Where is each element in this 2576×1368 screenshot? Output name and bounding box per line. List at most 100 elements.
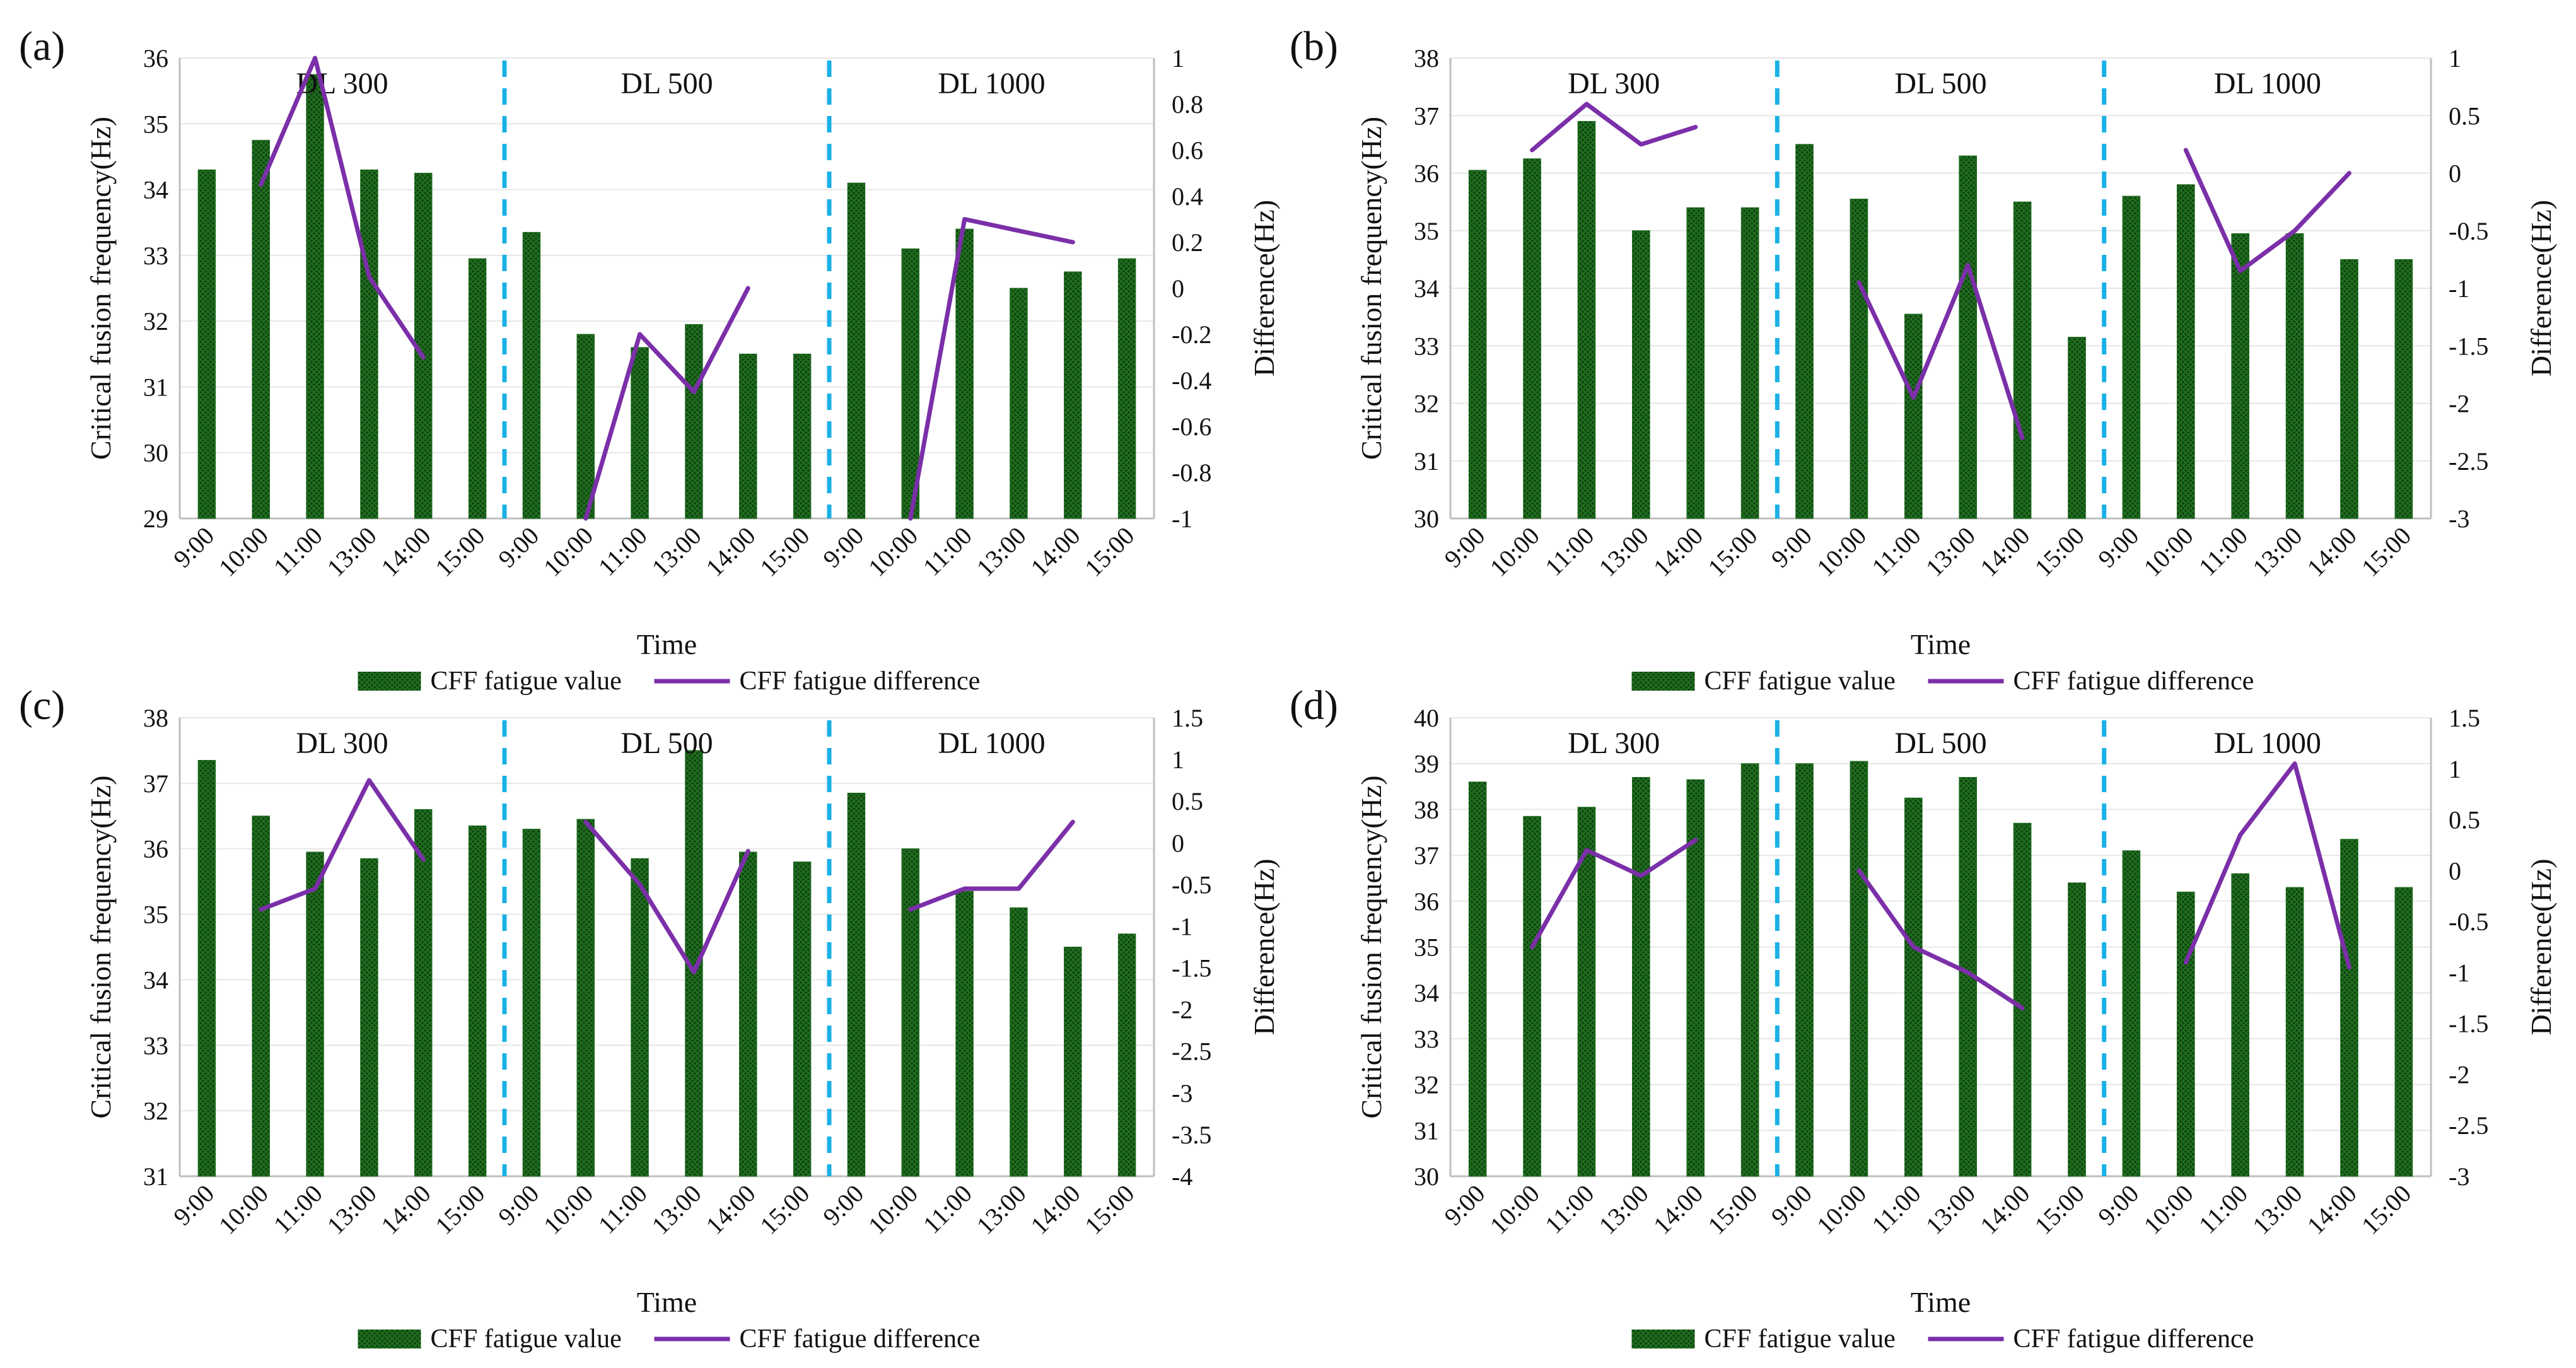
x-tick-label: 10:00 [863, 1179, 923, 1240]
legend-line-label: CFF fatigue difference [2014, 667, 2254, 696]
y2-tick-label: 0.8 [1172, 90, 1203, 119]
y-tick-label: 35 [143, 110, 168, 138]
bar [1064, 271, 1082, 519]
bar [2394, 259, 2413, 519]
difference-series-line [908, 819, 1075, 912]
x-tick-label: 9:00 [817, 522, 869, 573]
x-axis-title: Time [637, 1286, 697, 1318]
x-tick-label: 13:00 [322, 522, 382, 582]
x-tick-label: 10:00 [2138, 1179, 2198, 1240]
bar [2394, 887, 2413, 1177]
x-tick-label: 15:00 [429, 1179, 490, 1240]
y-tick-label: 39 [1414, 750, 1439, 778]
y-tick-label: 36 [1414, 160, 1439, 188]
x-tick-label: 14:00 [1025, 522, 1085, 582]
bar [576, 819, 595, 1177]
x-tick-label: 9:00 [168, 522, 219, 573]
legend: CFF fatigue value CFF fatigue difference [1631, 1324, 2254, 1353]
bar [1577, 807, 1596, 1177]
y2-tick-label: -2 [1172, 996, 1192, 1024]
y-axis-title: Critical fusion frequency(Hz) [1355, 775, 1387, 1118]
x-tick-label: 13:00 [1920, 522, 1981, 582]
bar [1010, 907, 1028, 1177]
x-tick-label: 9:00 [1766, 1179, 1817, 1231]
x-axis-title: Time [1911, 628, 1971, 660]
x-tick-label: 9:00 [2092, 1179, 2144, 1231]
bar [1577, 120, 1596, 519]
bar [793, 861, 812, 1177]
bar [522, 829, 541, 1177]
x-tick-label: 11:00 [268, 522, 328, 582]
panels-container: (a) 29 30 31 32 33 34 35 36 -1 -0.8 -0.6 -0.4 -0.2 0 0.… [19, 23, 2557, 1353]
chart-panel: (b) 30 31 32 33 34 35 36 37 38 -3 -2.5 -2 -1.5 -1 -0.5 0… [1290, 23, 2557, 696]
bar [1064, 947, 1082, 1177]
x-tick-label: 15:00 [754, 522, 815, 582]
bar [2013, 822, 2032, 1177]
bar [576, 334, 595, 519]
x-tick-label: 15:00 [1079, 522, 1139, 582]
y2-tick-label: -3.5 [1172, 1121, 1211, 1149]
bar [1740, 763, 1759, 1177]
y-tick-label: 36 [143, 835, 168, 863]
bar [252, 816, 270, 1177]
x-tick-label: 14:00 [1974, 522, 2035, 582]
x-tick-label: 10:00 [1484, 1179, 1545, 1240]
y-tick-label: 40 [1414, 704, 1439, 732]
x-tick-label: 13:00 [646, 522, 707, 582]
bar [1117, 258, 1136, 519]
bar [685, 324, 703, 519]
x-tick-label: 15:00 [1079, 1179, 1139, 1240]
y2-tick-label: -1 [2449, 959, 2469, 987]
x-tick-label: 15:00 [429, 522, 490, 582]
bar [1523, 158, 1541, 519]
bar [739, 353, 757, 519]
difference-series-line [259, 56, 426, 360]
panel-label: (b) [1290, 23, 1338, 69]
y-tick-label: 38 [1414, 44, 1439, 73]
x-tick-label: 11:00 [918, 522, 977, 582]
x-tick-label: 14:00 [375, 522, 436, 582]
y2-tick-label: -3 [2449, 1162, 2469, 1191]
legend-line-label: CFF fatigue difference [2014, 1324, 2254, 1353]
y-tick-label: 38 [143, 704, 168, 732]
panel-label: (d) [1290, 682, 1338, 728]
x-tick-label: 13:00 [2247, 1179, 2307, 1240]
bar [1850, 761, 1868, 1177]
x-tick-label: 11:00 [593, 1179, 653, 1239]
bar [1468, 781, 1487, 1177]
x-tick-label: 10:00 [538, 522, 598, 582]
y2-tick-label: -2.5 [2449, 447, 2488, 476]
y2-axis-title: Difference(Hz) [1248, 200, 1280, 377]
bar [2013, 201, 2032, 519]
y2-tick-label: 1 [1172, 745, 1184, 774]
y2-axis-title: Difference(Hz) [1248, 858, 1280, 1035]
y-tick-label: 30 [1414, 505, 1439, 533]
x-tick-label: 13:00 [646, 1179, 707, 1240]
legend-bar-swatch [1631, 672, 1695, 691]
x-tick-label: 15:00 [2356, 522, 2416, 582]
x-tick-label: 11:00 [268, 1179, 328, 1239]
x-axis-title: Time [1911, 1286, 1971, 1318]
chart-panel: (d) 30 31 32 33 34 35 36 37 38 39 40 -3 -2.5 -2 -1.5 -1 -… [1290, 682, 2557, 1353]
difference-series-line [583, 819, 750, 974]
bar [847, 792, 866, 1177]
x-tick-label: 14:00 [700, 522, 761, 582]
y-tick-label: 33 [1414, 1025, 1439, 1053]
x-tick-label: 10:00 [1484, 522, 1545, 582]
y-tick-label: 34 [1414, 979, 1439, 1007]
group-label: DL 1000 [938, 67, 1045, 100]
x-tick-label: 13:00 [322, 1179, 382, 1240]
y-tick-label: 30 [1414, 1162, 1439, 1191]
x-tick-label: 11:00 [1539, 522, 1599, 582]
y2-tick-label: -1 [1172, 912, 1192, 940]
legend: CFF fatigue value CFF fatigue difference [1631, 667, 2254, 696]
y-tick-label: 33 [1414, 332, 1439, 360]
bar [2340, 839, 2358, 1177]
x-tick-label: 14:00 [700, 1179, 761, 1240]
difference-series-line [2183, 148, 2352, 274]
y-tick-label: 33 [143, 1031, 168, 1060]
bar [1795, 763, 1814, 1177]
bar [468, 825, 487, 1177]
x-tick-label: 14:00 [1025, 1179, 1085, 1240]
